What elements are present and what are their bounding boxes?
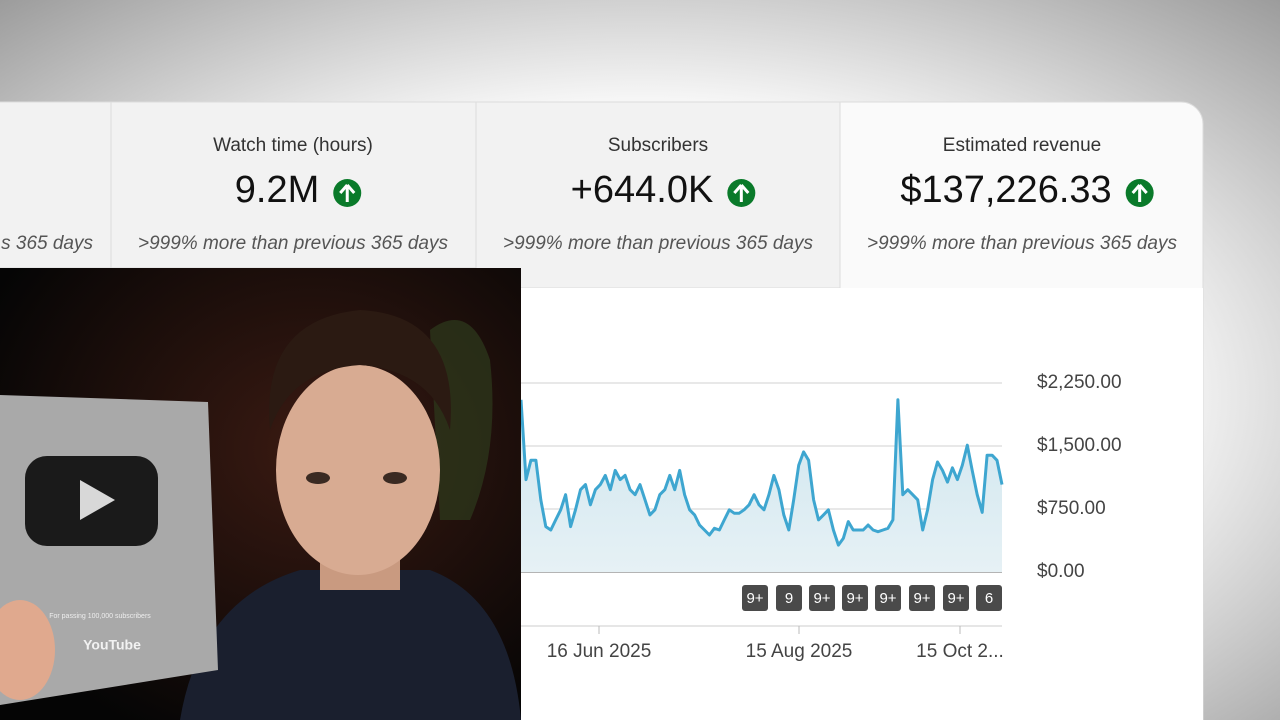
- badge: [742, 585, 768, 611]
- up-arrow: [733, 184, 750, 202]
- card: [0, 101, 112, 269]
- card-label: Estimated revenue: [943, 135, 1101, 156]
- badge-label: 9+: [879, 590, 896, 607]
- card-description: >999% more than previous 365 days: [138, 233, 449, 254]
- photo: [0, 268, 521, 720]
- x-tick-label: 15 Oct 2...: [916, 641, 1004, 662]
- y-tick-label: $2,250.00: [1037, 372, 1122, 393]
- chart: $0.00 $750.00 $1,500.00 $2,250.00 9+ 9 9+ 9+ 9+ 9…: [519, 288, 1203, 720]
- area: [521, 399, 1002, 572]
- badge: [875, 585, 901, 611]
- badge: [976, 585, 1002, 611]
- card: [110, 101, 477, 269]
- card-value: $137,226.33: [900, 169, 1111, 211]
- x-tick-label: 15 Aug 2025: [746, 641, 853, 662]
- card-value: 9.2M: [235, 169, 319, 211]
- badge: [943, 585, 969, 611]
- badge-label: 9+: [947, 590, 964, 607]
- badge-label: 9+: [813, 590, 830, 607]
- y-tick-label: $0.00: [1037, 561, 1085, 582]
- plaque-brand: YouTube: [83, 637, 141, 653]
- badge: [809, 585, 835, 611]
- badge: [842, 585, 868, 611]
- badge-label: 9+: [746, 590, 763, 607]
- card-description: >999% more than previous 365 days: [867, 233, 1178, 254]
- y-tick-label: $750.00: [1037, 498, 1106, 519]
- up-arrow: [339, 184, 356, 202]
- badge-label: 9+: [913, 590, 930, 607]
- card-description: >999% more than previous 365 days: [503, 233, 814, 254]
- badge-label: 6: [985, 590, 993, 607]
- card: [475, 101, 841, 289]
- card-description: s 365 days: [1, 233, 93, 254]
- plaque-caption: For passing 100,000 subscribers: [49, 613, 151, 620]
- x-tick-label: 16 Jun 2025: [547, 641, 652, 662]
- card-label: Subscribers: [608, 135, 708, 156]
- card-label: Watch time (hours): [213, 135, 373, 156]
- badge: [909, 585, 935, 611]
- badge-label: 9+: [846, 590, 863, 607]
- up-arrow: [1131, 184, 1148, 202]
- line: [519, 398, 1004, 547]
- cards: s 365 days Watch time (hours) 9.2M >999% mo…: [1, 135, 1177, 254]
- y-tick-label: $1,500.00: [1037, 435, 1122, 456]
- badge-label: 9: [785, 590, 793, 607]
- badge: [776, 585, 802, 611]
- card-value: +644.0K: [571, 169, 714, 211]
